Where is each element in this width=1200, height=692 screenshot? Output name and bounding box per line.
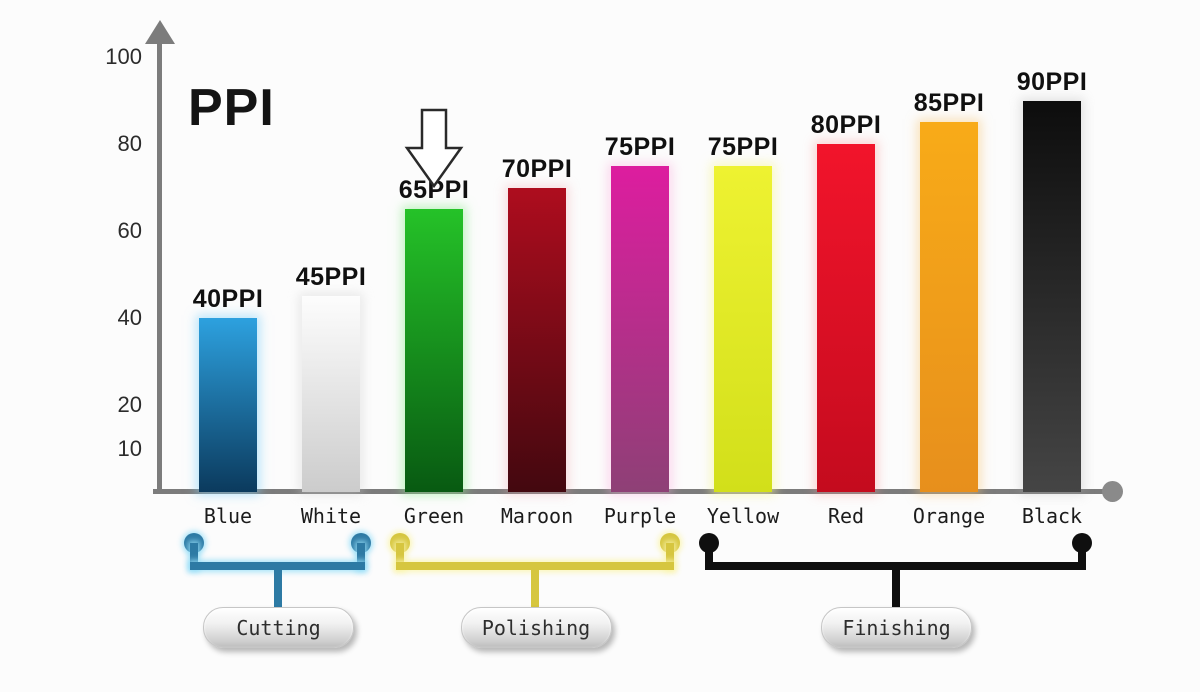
group-label-pill-cutting: Cutting [203, 607, 354, 648]
down-arrow-icon [402, 108, 466, 190]
bar-red [817, 144, 875, 492]
bar-value-label: 70PPI [501, 154, 573, 183]
y-tick-label: 20 [117, 392, 142, 417]
y-tick-label: 100 [105, 44, 142, 69]
bar-value-label: 40PPI [192, 285, 264, 313]
y-tick-label: 80 [117, 131, 142, 156]
bar-value-label: 80PPI [810, 111, 882, 139]
bar-black [1023, 100, 1081, 492]
bar-yellow [714, 165, 772, 492]
cutting-bracket-left-stem [190, 543, 198, 570]
category-label: Red [827, 504, 865, 528]
bar-blue [199, 318, 257, 492]
polishing-bracket-left-stem [396, 543, 404, 570]
cutting-bracket-center-stem [273, 570, 282, 609]
bar-value-label: 90PPI [1016, 67, 1088, 96]
polishing-bracket-rail [396, 562, 674, 570]
bar-green [405, 209, 463, 492]
group-label-pill-finishing: Finishing [821, 607, 972, 648]
bar-value-label: 85PPI [913, 89, 985, 118]
chart-title: PPI [188, 79, 275, 137]
bar-white [302, 296, 360, 492]
category-label: Yellow [706, 504, 780, 528]
group-label-pill-polishing: Polishing [460, 607, 612, 648]
polishing-bracket-center-stem [531, 570, 539, 609]
bar-value-label: 75PPI [707, 132, 779, 161]
y-tick-label: 40 [117, 305, 142, 330]
category-label: Black [1021, 504, 1083, 528]
finishing-bracket-right-stem [1078, 543, 1086, 570]
cutting-bracket-rail [190, 562, 365, 570]
y-axis-arrowhead-icon [145, 20, 175, 44]
y-tick-label: 60 [117, 218, 142, 243]
bar-value-label: 75PPI [604, 132, 676, 161]
category-label: Green [403, 504, 465, 528]
bar-value-label: 45PPI [295, 263, 367, 292]
cutting-bracket-right-stem [357, 543, 365, 570]
bar-maroon [508, 187, 566, 492]
finishing-bracket-left-stem [705, 543, 713, 570]
category-label: Purple [603, 504, 677, 528]
bar-orange [920, 122, 978, 492]
category-label: Maroon [500, 504, 574, 528]
category-label: Blue [203, 504, 253, 528]
finishing-bracket-rail [705, 562, 1086, 570]
y-tick-label: 10 [117, 435, 142, 461]
finishing-bracket-center-stem [891, 570, 900, 609]
category-label: White [300, 504, 362, 528]
x-axis-end-dot [1102, 481, 1123, 502]
polishing-bracket-right-stem [666, 543, 674, 570]
category-label: Orange [912, 504, 986, 528]
bar-purple [611, 165, 669, 492]
y-axis-line [157, 42, 162, 492]
